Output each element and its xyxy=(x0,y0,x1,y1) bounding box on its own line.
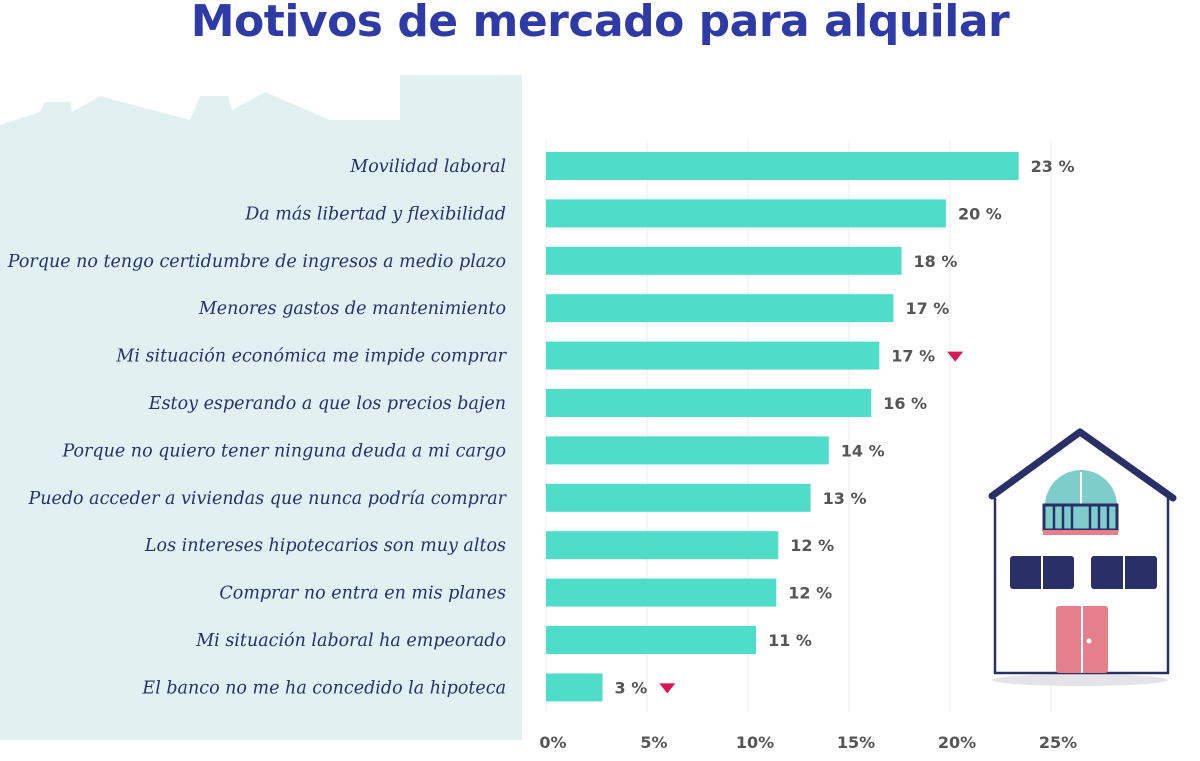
x-tick-label: 25% xyxy=(1039,733,1077,752)
data-label: 3 % xyxy=(615,678,648,697)
data-label: 14 % xyxy=(841,441,885,460)
category-label: Porque no tengo certidumbre de ingresos … xyxy=(7,252,506,272)
data-label: 23 % xyxy=(1031,157,1075,176)
category-label: Comprar no entra en mis planes xyxy=(219,584,506,604)
bar xyxy=(546,578,777,607)
bar xyxy=(546,294,894,323)
x-tick-label: 10% xyxy=(736,733,774,752)
data-label: 17 % xyxy=(905,299,949,318)
data-label: 12 % xyxy=(790,536,834,555)
chart-title: Motivos de mercado para alquilar xyxy=(190,0,1010,47)
x-tick-label: 0% xyxy=(539,733,566,752)
category-label: Mi situación laboral ha empeorado xyxy=(195,631,506,651)
data-label: 20 % xyxy=(958,204,1002,223)
category-label: El banco no me ha concedido la hipoteca xyxy=(141,678,506,698)
bar xyxy=(546,531,779,560)
bar xyxy=(546,389,872,417)
bar xyxy=(546,483,811,512)
bar xyxy=(546,673,603,702)
category-label: Estoy esperando a que los precios bajen xyxy=(148,394,506,414)
x-tick-label: 20% xyxy=(938,733,976,752)
bar xyxy=(546,626,757,654)
decrease-triangle-icon xyxy=(659,683,676,694)
bar xyxy=(546,199,946,228)
category-label: Da más libertad y flexibilidad xyxy=(244,204,506,224)
data-label: 11 % xyxy=(768,631,812,650)
data-label: 17 % xyxy=(891,347,935,366)
bar xyxy=(546,436,829,465)
bar xyxy=(546,152,1019,180)
data-label: 12 % xyxy=(788,584,832,603)
decrease-triangle-icon xyxy=(947,351,964,362)
data-label: 18 % xyxy=(914,252,958,271)
category-label: Los intereses hipotecarios son muy altos xyxy=(144,536,506,556)
x-tick-label: 5% xyxy=(640,733,667,752)
bar xyxy=(546,246,902,275)
background-buildings xyxy=(0,75,522,740)
data-label: 16 % xyxy=(883,394,927,413)
category-label: Mi situación económica me impide comprar xyxy=(115,347,507,367)
data-label: 13 % xyxy=(823,489,867,508)
category-label: Puedo acceder a viviendas que nunca podr… xyxy=(27,489,507,509)
house-illustration xyxy=(988,428,1177,686)
x-tick-label: 15% xyxy=(837,733,875,752)
category-label: Movilidad laboral xyxy=(349,157,506,177)
category-label: Porque no quiero tener ninguna deuda a m… xyxy=(61,441,506,461)
bar xyxy=(546,341,880,370)
category-label: Menores gastos de mantenimiento xyxy=(198,299,506,319)
